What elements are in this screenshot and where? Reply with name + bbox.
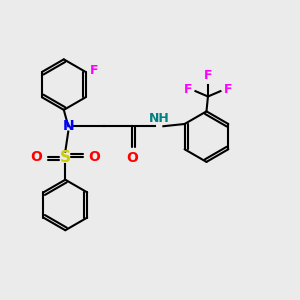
Text: O: O — [88, 150, 100, 164]
Text: S: S — [60, 150, 71, 165]
Text: O: O — [30, 150, 42, 164]
Text: NH: NH — [148, 112, 169, 125]
Text: F: F — [90, 64, 99, 77]
Text: O: O — [126, 151, 138, 165]
Text: F: F — [184, 83, 193, 97]
Text: N: N — [62, 119, 74, 133]
Text: F: F — [224, 83, 232, 97]
Text: F: F — [204, 69, 212, 82]
